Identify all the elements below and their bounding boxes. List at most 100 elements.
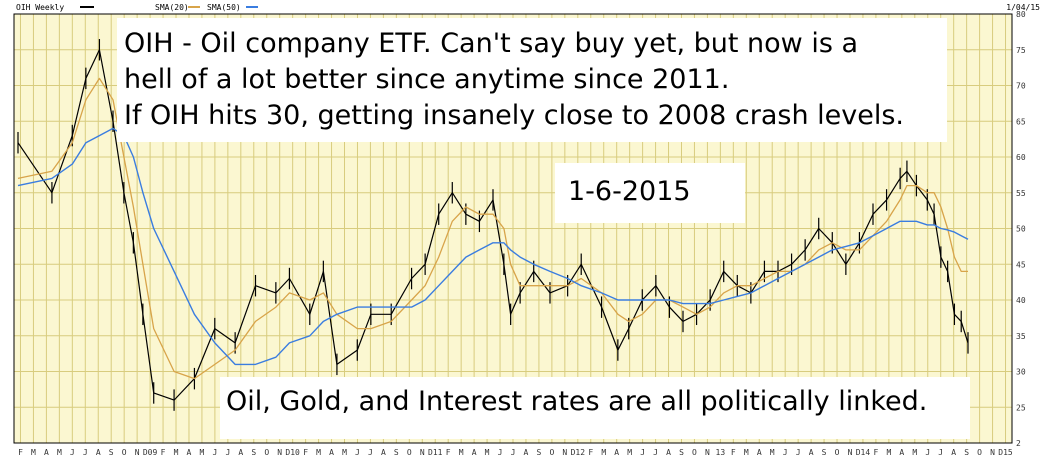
- title-note-box: [117, 18, 947, 142]
- x-tick-label: D10: [285, 448, 300, 457]
- y-tick-label: 80: [1016, 10, 1026, 19]
- y-axis: 80 75 70 65 60 55 50 45 40 35 30 25 2: [1016, 10, 1026, 448]
- sma50-legend-label: SMA(50): [207, 3, 241, 12]
- price-legend-label: OIH Weekly: [16, 3, 64, 12]
- x-tick-label: N: [705, 448, 710, 457]
- x-tick-label: A: [44, 448, 49, 457]
- title-note-line-2: hell of a lot better since anytime since…: [124, 64, 729, 95]
- x-tick-label: M: [342, 448, 347, 457]
- y-tick-label: 50: [1016, 225, 1026, 234]
- x-tick-label: M: [886, 448, 891, 457]
- y-tick-label: 75: [1016, 46, 1026, 55]
- x-tick-label: M: [200, 448, 205, 457]
- x-tick-label: A: [381, 448, 386, 457]
- x-tick-label: D09: [143, 448, 158, 457]
- x-tick-label: S: [537, 448, 542, 457]
- x-tick-label: J: [368, 448, 373, 457]
- bottom-note: Oil, Gold, and Interest rates are all po…: [226, 386, 927, 417]
- x-tick-label: F: [731, 448, 736, 457]
- x-tick-label: S: [964, 448, 969, 457]
- bottom-note-box: [220, 377, 970, 439]
- x-tick-label: J: [225, 448, 230, 457]
- x-tick-label: S: [394, 448, 399, 457]
- series-layer: [17, 39, 969, 411]
- x-tick-label: J: [511, 448, 516, 457]
- x-tick-label: J: [355, 448, 360, 457]
- x-tick-label: J: [640, 448, 645, 457]
- header-date: 1/04/15: [1006, 3, 1040, 12]
- x-tick-label: O: [407, 448, 412, 457]
- x-tick-label: J: [925, 448, 930, 457]
- y-tick-label: 35: [1016, 332, 1026, 341]
- y-tick-label: 45: [1016, 260, 1026, 269]
- x-tick-label: A: [472, 448, 477, 457]
- x-tick-label: A: [96, 448, 101, 457]
- x-tick-label: F: [18, 448, 23, 457]
- x-tick-label: M: [31, 448, 36, 457]
- y-tick-label: 70: [1016, 82, 1026, 91]
- y-tick-label: 65: [1016, 117, 1026, 126]
- x-tick-label: D12: [571, 448, 586, 457]
- x-tick-label: A: [329, 448, 334, 457]
- x-tick-label: O: [835, 448, 840, 457]
- x-tick-label: F: [303, 448, 308, 457]
- x-tick-label: S: [109, 448, 114, 457]
- x-tick-label: M: [485, 448, 490, 457]
- x-tick-label: A: [238, 448, 243, 457]
- x-axis: F M A M J J A S O N D09 F M A M J J A S O N D10 F M A M J J A S O N D11 F…: [18, 448, 1013, 457]
- x-tick-label: J: [83, 448, 88, 457]
- x-tick-label: O: [264, 448, 269, 457]
- x-tick-label: J: [796, 448, 801, 457]
- x-tick-label: A: [524, 448, 529, 457]
- x-tick-label: A: [614, 448, 619, 457]
- x-tick-label: S: [822, 448, 827, 457]
- x-tick-label: J: [653, 448, 658, 457]
- x-tick-label: M: [627, 448, 632, 457]
- y-tick-label: 2: [1016, 439, 1021, 448]
- x-tick-label: M: [57, 448, 62, 457]
- x-tick-label: N: [277, 448, 282, 457]
- x-tick-label: 13: [716, 448, 726, 457]
- x-tick-label: A: [666, 448, 671, 457]
- title-note-line-3: If OIH hits 30, getting insanely close t…: [124, 100, 904, 131]
- sma20-legend-label: SMA(20): [155, 3, 189, 12]
- x-tick-label: J: [498, 448, 503, 457]
- x-tick-label: D11: [428, 448, 443, 457]
- x-tick-label: S: [679, 448, 684, 457]
- x-tick-label: F: [161, 448, 166, 457]
- x-tick-label: A: [899, 448, 904, 457]
- x-tick-label: M: [174, 448, 179, 457]
- y-tick-label: 25: [1016, 403, 1026, 412]
- x-tick-label: J: [212, 448, 217, 457]
- x-tick-label: N: [420, 448, 425, 457]
- x-tick-label: D15: [998, 448, 1013, 457]
- x-tick-label: J: [70, 448, 75, 457]
- x-tick-label: M: [316, 448, 321, 457]
- x-tick-label: M: [912, 448, 917, 457]
- x-tick-label: N: [562, 448, 567, 457]
- x-tick-label: A: [809, 448, 814, 457]
- x-tick-label: M: [744, 448, 749, 457]
- x-tick-label: F: [588, 448, 593, 457]
- x-tick-label: M: [459, 448, 464, 457]
- series-line-sma20: [17, 77, 968, 380]
- x-tick-label: A: [757, 448, 762, 457]
- x-tick-label: N: [848, 448, 853, 457]
- x-tick-label: J: [938, 448, 943, 457]
- x-tick-label: J: [783, 448, 788, 457]
- x-tick-label: O: [977, 448, 982, 457]
- x-tick-label: F: [873, 448, 878, 457]
- date-note: 1-6-2015: [568, 176, 691, 207]
- x-tick-label: M: [770, 448, 775, 457]
- x-tick-label: A: [951, 448, 956, 457]
- x-tick-label: S: [251, 448, 256, 457]
- title-note-line-1: OIH - Oil company ETF. Can't say buy yet…: [124, 28, 858, 59]
- x-tick-label: N: [990, 448, 995, 457]
- y-tick-label: 30: [1016, 368, 1026, 377]
- y-tick-label: 60: [1016, 153, 1026, 162]
- date-note-box: [555, 163, 745, 223]
- plot-border: [13, 13, 1013, 444]
- x-tick-label: O: [549, 448, 554, 457]
- x-tick-label: A: [187, 448, 192, 457]
- y-tick-label: 55: [1016, 189, 1026, 198]
